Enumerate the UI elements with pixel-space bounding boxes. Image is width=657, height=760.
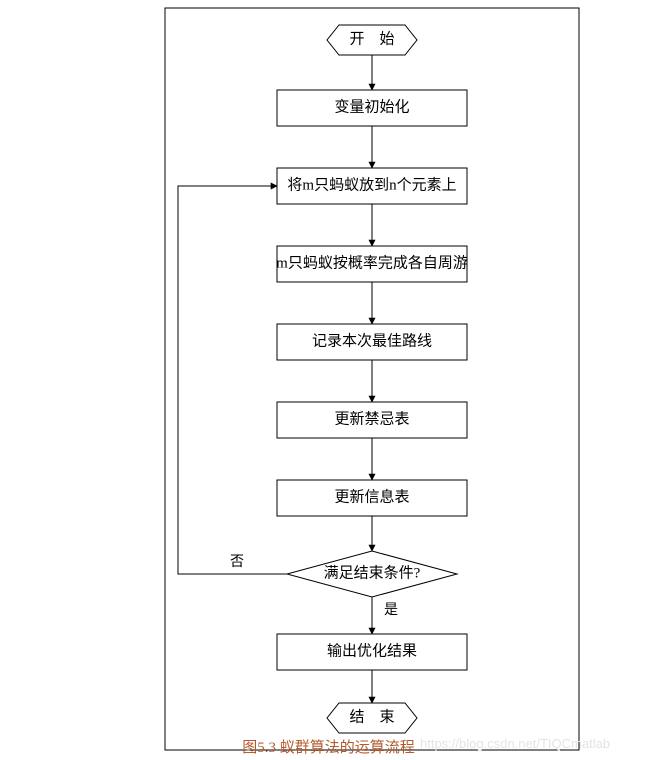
watermark-text: https://blog.csdn.net/TIQCmatlab: [420, 736, 610, 751]
node-output: 输出优化结果: [327, 642, 417, 659]
figure-caption: 图5.3 蚁群算法的运算流程: [242, 738, 415, 756]
edge-label-no: 否: [230, 555, 244, 570]
node-tour: m只蚂蚁按概率完成各自周游: [276, 254, 468, 271]
flowchart-svg: 开 始变量初始化将m只蚂蚁放到n个元素上 m只蚂蚁按概率完成各自周游记录本次最佳路…: [0, 0, 657, 760]
node-decision: 满足结束条件?: [324, 564, 421, 581]
node-phero: 更新信息表: [334, 488, 409, 505]
node-tabu: 更新禁忌表: [334, 410, 409, 427]
node-init: 变量初始化: [334, 98, 409, 115]
flowchart-container: 开 始变量初始化将m只蚂蚁放到n个元素上 m只蚂蚁按概率完成各自周游记录本次最佳路…: [0, 0, 657, 760]
node-end: 结 束: [349, 708, 394, 725]
node-record: 记录本次最佳路线: [312, 332, 432, 349]
edge-label-是: 是: [384, 603, 398, 618]
node-place: 将m只蚂蚁放到n个元素上: [287, 176, 456, 193]
node-start: 开 始: [349, 30, 394, 47]
